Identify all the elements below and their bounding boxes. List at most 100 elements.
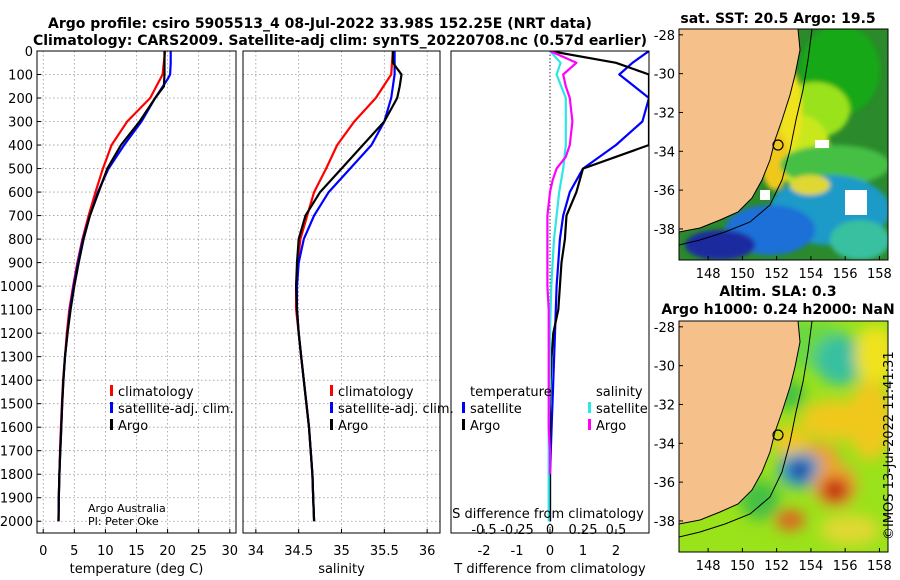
legend-label-sal-argo: Argo: [596, 419, 626, 434]
map-y-tick-label: -36: [654, 184, 675, 199]
y-tick-label: 300: [8, 116, 33, 131]
x-tick-label-salinity: -0.25: [500, 523, 534, 538]
x-tick-label-salinity: 0.5: [606, 523, 627, 538]
map-y-tick-label: -28: [654, 29, 675, 44]
y-tick-label: 1700: [0, 445, 33, 460]
series-line-temperature-satellite: [548, 51, 649, 522]
sla-land: [679, 321, 800, 524]
map-y-tick-label: -38: [654, 223, 675, 238]
series-group: [57, 51, 172, 522]
imos-watermark: ©IMOS 13-Jul-2022 11:41:31: [882, 351, 897, 540]
salinity-panel: 34 34.5 35 35.5 36 salinity: [242, 50, 441, 577]
map-y-tick-label: -30: [654, 360, 675, 375]
sla-map-frame: [678, 320, 889, 553]
x-tick-label: 10: [97, 544, 114, 559]
sst-map: [679, 29, 888, 260]
sla-map-ticks: 148 150 152 154 156 158 -28 -30 -32 -34 -36 -38: [654, 321, 892, 574]
x-tick-label: 35.5: [370, 544, 399, 559]
x-axis-label-salinity: S difference from climatology: [452, 507, 644, 522]
legend-swatch-argo: [110, 419, 113, 430]
series-group: [546, 51, 649, 522]
map-y-tick-label: -32: [654, 398, 675, 413]
y-tick-label: 400: [8, 139, 33, 154]
map-x-tick-label: 152: [764, 267, 789, 282]
series-line-argo: [295, 51, 403, 522]
legend-label-temp-satellite: satellite: [470, 402, 522, 417]
x-tick-label-salinity: 0.25: [569, 523, 598, 538]
x-axis-label: temperature (deg C): [70, 562, 204, 577]
sla-map: [679, 321, 888, 552]
y-tick-label: 100: [8, 69, 33, 84]
sla-isobath: [679, 321, 813, 538]
legend-label-satellite: satellite-adj. clim.: [338, 402, 454, 417]
salinity-legend: climatology satellite-adj. clim. Argo: [330, 385, 454, 434]
x-tick-label: 0: [39, 544, 47, 559]
legend-swatch-temp-satellite: [462, 402, 465, 413]
x-tick-label: 34: [248, 544, 265, 559]
sst-float-marker: [772, 139, 784, 151]
sla-float-marker: [772, 429, 784, 441]
difference-panel: -2 -1 0 1 2 T difference from climatology -0.5…: [450, 50, 650, 577]
legend-swatch-sal-satellite: [588, 402, 591, 413]
y-tick-label: 600: [8, 186, 33, 201]
map-x-tick-label: 158: [867, 267, 892, 282]
map-x-tick-label: 152: [764, 559, 789, 574]
sla-map-title1: Altim. SLA: 0.3: [719, 284, 836, 300]
figure-title-line1: Argo profile: csiro 5905513_4 08-Jul-202…: [48, 16, 592, 32]
x-tick-label: 5: [70, 544, 78, 559]
sst-cloud-gap: [845, 190, 867, 215]
x-tick-label: 2: [612, 544, 620, 559]
credit-line2: PI: Peter Oke: [88, 515, 159, 528]
series-line-argo: [57, 51, 166, 522]
legend-label-sal-satellite: satellite: [596, 402, 648, 417]
y-tick-label: 900: [8, 257, 33, 272]
sst-isobath: [679, 29, 813, 246]
sst-coastline: [679, 29, 801, 233]
x-tick-label: 0: [546, 544, 554, 559]
y-tick-label: 500: [8, 163, 33, 178]
sst-map-frame: [678, 28, 889, 261]
sla-map-title2: Argo h1000: 0.24 h2000: NaN: [661, 302, 894, 318]
x-axis-label: T difference from climatology: [453, 562, 646, 577]
map-x-tick-label: 148: [696, 559, 721, 574]
y-tick-label: 1300: [0, 351, 33, 366]
legend-label-satellite: satellite-adj. clim.: [118, 402, 234, 417]
y-tick-label: 1600: [0, 421, 33, 436]
legend-swatch-sal-argo: [588, 419, 591, 430]
y-tick-label: 200: [8, 92, 33, 107]
y-tick-label: 800: [8, 233, 33, 248]
temperature-panel: 0 5 10 15 20 25 30 temperature (deg C) 0 100 200 30…: [0, 45, 238, 577]
legend-swatch-temp-argo: [462, 419, 465, 430]
x-tick-label: 20: [159, 544, 176, 559]
figure-title-line2: Climatology: CARS2009. Satellite-adj cli…: [33, 33, 647, 49]
legend-swatch-satellite: [330, 402, 333, 413]
legend-swatch-argo: [330, 419, 333, 430]
legend-head-temperature: temperature: [470, 385, 552, 400]
x-tick-label: -1: [511, 544, 524, 559]
legend-head-salinity: salinity: [596, 385, 643, 400]
map-x-tick-label: 154: [798, 559, 823, 574]
x-tick-label: 15: [128, 544, 145, 559]
y-tick-label: 0: [25, 45, 33, 60]
x-tick-label: 34.5: [284, 544, 313, 559]
legend-label-temp-argo: Argo: [470, 419, 500, 434]
map-y-tick-label: -32: [654, 106, 675, 121]
map-y-tick-label: -34: [654, 437, 675, 452]
y-tick-label: 1100: [0, 304, 33, 319]
map-x-tick-label: 154: [798, 267, 823, 282]
map-x-tick-label: 158: [867, 559, 892, 574]
x-tick-label: 30: [222, 544, 239, 559]
series-group: [295, 51, 403, 522]
sst-cloud-gap: [815, 140, 829, 148]
sst-map-ticks: 148 150 152 154 156 158 -28 -30 -32 -34 -36 -38: [654, 29, 892, 282]
legend-label-climatology: climatology: [338, 385, 414, 400]
y-tick-label: 2000: [0, 515, 33, 530]
x-axis-label: salinity: [318, 562, 365, 577]
map-x-tick-label: 156: [833, 267, 858, 282]
legend-label-argo: Argo: [118, 419, 148, 434]
y-tick-label: 1500: [0, 398, 33, 413]
y-tick-label: 1400: [0, 374, 33, 389]
x-tick-label: -2: [478, 544, 491, 559]
map-y-tick-label: -30: [654, 68, 675, 83]
